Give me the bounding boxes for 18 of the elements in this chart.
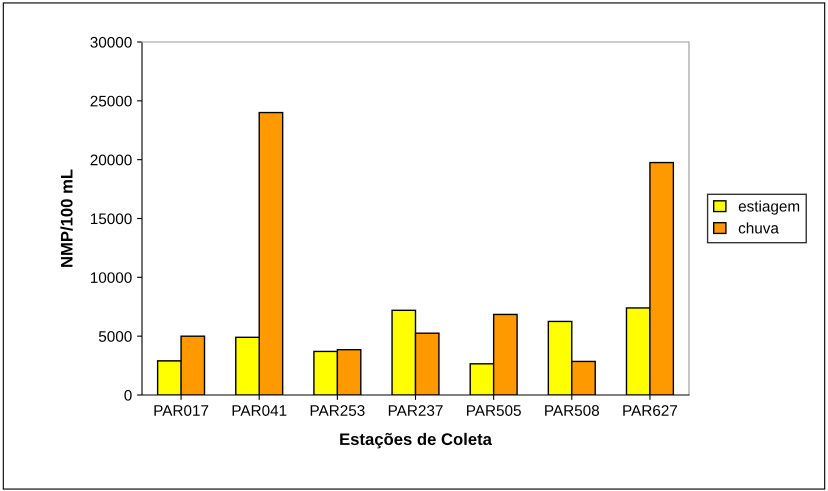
x-tick-label: PAR508: [545, 405, 600, 416]
y-axis-title: NMP/100 mL: [60, 169, 73, 267]
x-tick-label: PAR017: [154, 405, 208, 416]
y-tick-label: 5000: [98, 331, 132, 342]
x-tick-label: PAR505: [467, 405, 521, 416]
x-tick-label: PAR237: [388, 405, 443, 416]
x-tick-label: PAR041: [232, 405, 286, 416]
legend-label: estiagem: [738, 200, 800, 215]
y-tick-label: 30000: [90, 36, 132, 48]
y-tick-label: 15000: [90, 213, 132, 224]
legend-label: chuva: [738, 222, 779, 234]
x-tick-label: PAR253: [310, 405, 365, 416]
y-tick-label: 10000: [90, 272, 132, 284]
y-tick-label: 20000: [90, 154, 132, 166]
x-tick-label: PAR627: [623, 405, 678, 416]
y-tick-label: 0: [124, 390, 132, 401]
y-tick-label: 25000: [90, 96, 132, 107]
x-axis-title: Estações de Coleta: [340, 432, 492, 448]
